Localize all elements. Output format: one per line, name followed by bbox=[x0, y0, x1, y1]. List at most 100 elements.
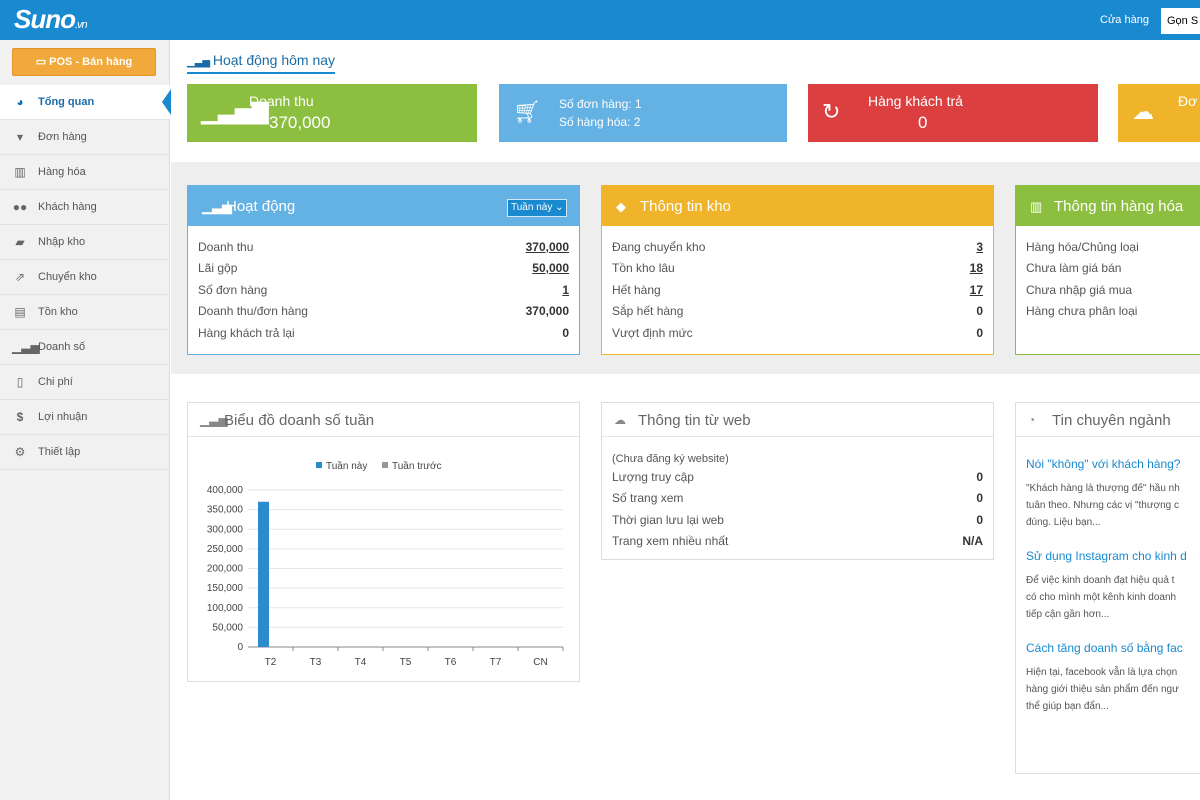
row-label: Số trang xem bbox=[612, 491, 684, 505]
today-activity-tab[interactable]: ▁▃▅ Hoạt động hôm nay bbox=[187, 52, 336, 74]
news-link[interactable]: Nói "không" với khách hàng? bbox=[1026, 457, 1181, 471]
bar-T2 bbox=[258, 501, 269, 647]
news-excerpt: "Khách hàng là thượng đế" hầu nh bbox=[1026, 483, 1180, 494]
news-excerpt: tuân theo. Nhưng các vị "thượng c bbox=[1026, 500, 1180, 511]
barcode-icon: ▥ bbox=[1030, 199, 1043, 214]
row-value-link[interactable]: 17 bbox=[969, 283, 983, 297]
news-link[interactable]: Cách tăng doanh số bằng fac bbox=[1026, 641, 1183, 655]
y-tick-label: 100,000 bbox=[207, 603, 244, 614]
activity-header: ▁▃▅ Hoạt động Tuần này ⌄ bbox=[188, 186, 579, 226]
y-tick-label: 200,000 bbox=[207, 564, 244, 575]
y-tick-label: 250,000 bbox=[207, 544, 244, 555]
warehouse-row: Vượt định mức 0 bbox=[612, 326, 983, 344]
products-row: Chưa nhập giá mua bbox=[1026, 283, 1190, 301]
sidebar-item-label: Khách hàng bbox=[38, 201, 97, 213]
web-info-row: Thời gian lưu lại web 0 bbox=[612, 513, 983, 531]
news-excerpt: tiếp cận gần hơn... bbox=[1026, 609, 1110, 620]
fourth-tile[interactable]: ☁ Đơ bbox=[1118, 84, 1200, 142]
news-link[interactable]: Sử dụng Instagram cho kinh d bbox=[1026, 549, 1187, 563]
products-row: Hàng hóa/Chủng loại bbox=[1026, 240, 1190, 258]
sidebar-item-products[interactable]: ▥ Hàng hóa bbox=[0, 155, 170, 190]
weekly-chart-title: Biểu đồ doanh số tuần bbox=[224, 412, 375, 429]
returns-value: 0 bbox=[918, 113, 928, 132]
industry-news-panel: ◔ Tin chuyên ngành Nói "không" với khách… bbox=[1015, 402, 1200, 774]
orders-count: Số đơn hàng: 1 bbox=[559, 97, 642, 111]
signal-icon: ▁▃▅ bbox=[12, 340, 40, 354]
warehouse-row: Tồn kho lâu 18 bbox=[612, 261, 983, 279]
tag-icon: ◆ bbox=[616, 199, 626, 214]
pos-sell-button[interactable]: ▭ POS - Bán hàng bbox=[12, 48, 156, 76]
row-label: Hết hàng bbox=[612, 283, 661, 297]
transfer-icon: ⇗ bbox=[14, 270, 26, 284]
store-link[interactable]: Cửa hàng bbox=[1100, 14, 1149, 26]
sidebar-item-profit[interactable]: $ Lợi nhuận bbox=[0, 400, 170, 435]
sidebar-item-orders[interactable]: ▾ Đơn hàng bbox=[0, 120, 170, 155]
suno-logo[interactable]: Suno.vn bbox=[14, 4, 88, 35]
returns-tile[interactable]: ↻ Hàng khách trả 0 bbox=[808, 84, 1098, 142]
sidebar-item-sales[interactable]: ▁▃▅ Doanh số bbox=[0, 330, 170, 365]
news-excerpt: hàng giới thiệu sản phẩm đến ngư bbox=[1026, 684, 1179, 695]
row-value: 0 bbox=[976, 304, 983, 318]
revenue-tile[interactable]: ▁▃▅▇ Doanh thu 370,000 bbox=[187, 84, 477, 142]
sidebar-item-overview[interactable]: ◕ Tổng quan bbox=[0, 85, 171, 120]
weekly-chart-header: ▁▃▅ Biểu đồ doanh số tuần bbox=[188, 403, 579, 437]
note-text: (Chưa đăng ký website) bbox=[612, 453, 729, 465]
document-icon: ▯ bbox=[16, 375, 24, 389]
row-value-link[interactable]: 3 bbox=[976, 240, 983, 254]
row-value-link[interactable]: 370,000 bbox=[525, 240, 569, 254]
sidebar-item-label: Tổng quan bbox=[38, 96, 95, 108]
row-value-link[interactable]: 1 bbox=[562, 283, 569, 297]
activity-row: Hàng khách trả lại 0 bbox=[198, 326, 569, 344]
sidebar-item-label: Thiết lập bbox=[38, 446, 81, 458]
warehouse-row: Hết hàng 17 bbox=[612, 283, 983, 301]
y-tick-label: 350,000 bbox=[207, 505, 244, 516]
dashboard-icon: ◕ bbox=[16, 95, 24, 109]
row-label: Doanh thu/đơn hàng bbox=[198, 304, 308, 318]
revenue-value: 370,000 bbox=[269, 113, 331, 132]
sidebar-item-label: Nhập kho bbox=[38, 236, 86, 248]
row-label: Số đơn hàng bbox=[198, 283, 268, 297]
sidebar-item-settings[interactable]: ⚙ Thiết lập bbox=[0, 435, 170, 470]
week-range-select[interactable]: Tuần này ⌄ bbox=[507, 199, 567, 217]
warehouse-panel: ◆ Thông tin kho Đang chuyển kho 3 Tồn kho… bbox=[601, 185, 994, 355]
sidebar-item-label: Đơn hàng bbox=[38, 131, 87, 143]
weekly-chart-panel: ▁▃▅ Biểu đồ doanh số tuần 400,000 350,000… bbox=[187, 402, 580, 682]
sidebar-item-stock-in[interactable]: ▰ Nhập kho bbox=[0, 225, 170, 260]
top-bar: Suno.vn Cửa hàng bbox=[0, 0, 1200, 40]
sidebar-item-customers[interactable]: ●● Khách hàng bbox=[0, 190, 170, 225]
y-tick-label: 400,000 bbox=[207, 485, 244, 496]
truck-icon: ▰ bbox=[15, 235, 25, 249]
products-panel: ▥ Thông tin hàng hóa Hàng hóa/Chủng loại… bbox=[1015, 185, 1200, 355]
orders-tile[interactable]: 🛒︎ Số đơn hàng: 1 Số hàng hóa: 2 bbox=[499, 84, 787, 142]
row-value: 0 bbox=[976, 513, 983, 527]
row-label: Thời gian lưu lại web bbox=[612, 513, 724, 527]
row-label: Lượng truy cập bbox=[612, 470, 694, 484]
news-title: Tin chuyên ngành bbox=[1052, 412, 1171, 429]
news-header: ◔ Tin chuyên ngành bbox=[1016, 403, 1200, 437]
main-content: ▁▃▅ Hoạt động hôm nay ▁▃▅▇ Doanh thu 370… bbox=[171, 40, 1200, 800]
activity-row: Doanh thu/đơn hàng 370,000 bbox=[198, 304, 569, 322]
row-value-link[interactable]: 50,000 bbox=[532, 261, 569, 275]
web-info-note: (Chưa đăng ký website) bbox=[612, 453, 983, 471]
web-info-row: Số trang xem 0 bbox=[612, 491, 983, 509]
cloud-icon: ☁ bbox=[1132, 99, 1154, 124]
y-tick-label: 0 bbox=[237, 642, 243, 653]
logo-tld: .vn bbox=[75, 19, 88, 31]
row-value: 0 bbox=[976, 470, 983, 484]
row-value-link[interactable]: 18 bbox=[969, 261, 983, 275]
row-label: Lãi gộp bbox=[198, 261, 238, 275]
news-excerpt: Hiện tại, facebook vẫn là lựa chọn bbox=[1026, 667, 1178, 678]
items-count: Số hàng hóa: 2 bbox=[559, 115, 641, 129]
signal-icon: ▁▃▅ bbox=[202, 199, 232, 214]
sidebar-item-expenses[interactable]: ▯ Chi phí bbox=[0, 365, 170, 400]
cart-icon: 🛒︎ bbox=[513, 99, 541, 124]
sidebar-item-transfer[interactable]: ⇗ Chuyển kho bbox=[0, 260, 170, 295]
signal-icon: ▁▃▅ bbox=[187, 57, 213, 68]
returns-label: Hàng khách trả bbox=[868, 93, 963, 109]
sidebar-item-label: Doanh số bbox=[38, 341, 86, 353]
y-tick-label: 150,000 bbox=[207, 583, 244, 594]
sidebar-item-inventory[interactable]: ▤ Tồn kho bbox=[0, 295, 170, 330]
row-value: N/A bbox=[962, 534, 983, 548]
store-search-input[interactable] bbox=[1161, 8, 1200, 34]
activity-row: Số đơn hàng 1 bbox=[198, 283, 569, 301]
